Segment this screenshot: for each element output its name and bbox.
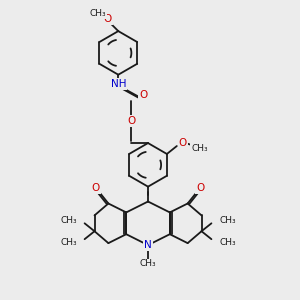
Text: CH₃: CH₃ [191,143,208,152]
Text: CH₃: CH₃ [140,260,156,268]
Text: CH₃: CH₃ [219,216,236,225]
Text: CH₃: CH₃ [219,238,236,247]
Text: O: O [178,138,187,148]
Text: O: O [103,14,112,24]
Text: CH₃: CH₃ [60,238,77,247]
Text: CH₃: CH₃ [89,9,106,18]
Text: O: O [196,183,205,193]
Text: O: O [92,183,100,193]
Text: CH₃: CH₃ [60,216,77,225]
Text: O: O [139,89,147,100]
Text: O: O [127,116,135,126]
Text: NH: NH [110,79,126,88]
Text: N: N [144,240,152,250]
